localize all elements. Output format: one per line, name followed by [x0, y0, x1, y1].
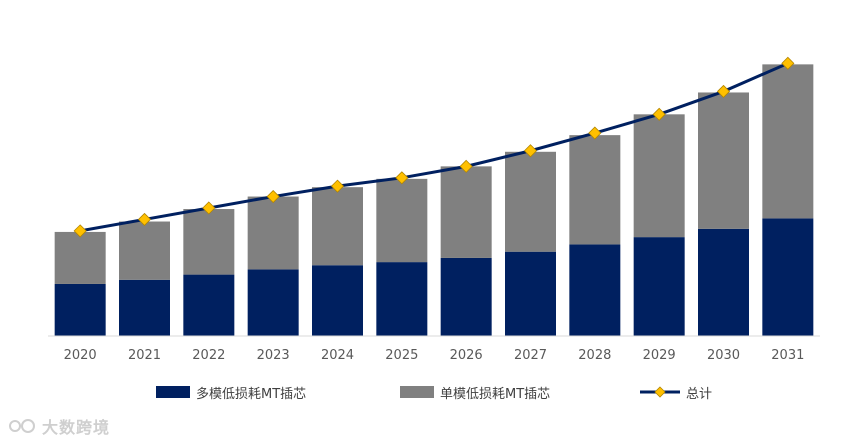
total-marker-2030 [716, 84, 731, 98]
bar-multi-mode-2031 [762, 218, 814, 336]
legend-label-single-mode: 单模低损耗MT插芯 [440, 386, 551, 402]
x-tick-label-2028: 2028 [578, 348, 611, 363]
legend-item-multi-mode: 多模低损耗MT插芯 [156, 381, 306, 403]
bar-multi-mode-2026 [440, 257, 492, 336]
x-tick-label-2029: 2029 [643, 348, 676, 363]
legend-label-multi-mode: 多模低损耗MT插芯 [196, 386, 307, 402]
x-tick-label-2030: 2030 [707, 348, 740, 363]
bar-multi-mode-2021 [119, 279, 170, 336]
bar-multi-mode-2029 [633, 237, 685, 336]
bar-multi-mode-2028 [569, 244, 621, 336]
total-marker-2026 [459, 159, 473, 173]
legend: 多模低损耗MT插芯 单模低损耗MT插芯 总计 [0, 381, 853, 403]
bar-single-mode-2020 [54, 231, 106, 284]
x-tick-label-2022: 2022 [192, 348, 225, 363]
total-marker-2024 [330, 179, 345, 193]
bar-multi-mode-2027 [505, 251, 556, 336]
bar-single-mode-2023 [247, 196, 299, 270]
bar-single-mode-2029 [633, 114, 685, 238]
watermark: 大数跨境 [8, 414, 110, 438]
x-tick-labels: 2020 2021 2022 2023 2024 2025 2026 2027 2028 2029… [64, 348, 805, 363]
bar-single-mode-2024 [312, 187, 363, 266]
total-marker-2025 [395, 171, 409, 185]
bar-single-mode-2025 [376, 178, 428, 263]
watermark-logo-icon [9, 419, 35, 433]
legend-swatch-single-mode [400, 386, 434, 398]
legend-swatch-multi-mode [156, 386, 190, 398]
bar-multi-mode-2023 [247, 269, 299, 336]
x-tick-label-2031: 2031 [771, 348, 804, 363]
total-line-group [73, 56, 795, 238]
x-tick-label-2023: 2023 [257, 348, 290, 363]
legend-item-total: 总计 [640, 381, 712, 403]
total-marker-2031 [781, 56, 795, 70]
total-marker-2021 [137, 212, 152, 227]
bar-multi-mode-2025 [376, 262, 428, 336]
bar-multi-mode-2020 [54, 283, 106, 336]
x-tick-label-2024: 2024 [321, 348, 354, 363]
x-tick-label-2026: 2026 [450, 348, 483, 363]
watermark-text: 大数跨境 [42, 418, 111, 437]
total-marker-2020 [73, 224, 87, 238]
x-tick-label-2027: 2027 [514, 348, 547, 363]
bar-multi-mode-2030 [698, 228, 749, 336]
total-marker-2022 [202, 201, 216, 215]
bar-single-mode-2030 [698, 92, 749, 229]
legend-label-total: 总计 [686, 386, 713, 402]
bar-single-mode-2022 [183, 209, 235, 275]
x-tick-label-2020: 2020 [64, 348, 97, 363]
total-line [79, 61, 789, 233]
bar-single-mode-2031 [762, 64, 814, 219]
legend-swatch-total [640, 386, 680, 398]
bar-single-mode-2021 [119, 221, 170, 280]
legend-item-single-mode: 单模低损耗MT插芯 [400, 381, 550, 403]
total-marker-2028 [588, 126, 602, 140]
bars-group [54, 64, 814, 336]
bar-single-mode-2026 [440, 166, 492, 258]
total-marker-2029 [652, 107, 666, 121]
x-tick-label-2025: 2025 [385, 348, 418, 363]
bar-multi-mode-2022 [183, 274, 235, 336]
bar-multi-mode-2024 [312, 265, 363, 336]
total-marker-2023 [266, 189, 280, 204]
x-tick-label-2021: 2021 [128, 348, 161, 363]
bar-single-mode-2027 [505, 151, 556, 252]
total-marker-2027 [523, 144, 538, 158]
bar-single-mode-2028 [569, 135, 621, 245]
